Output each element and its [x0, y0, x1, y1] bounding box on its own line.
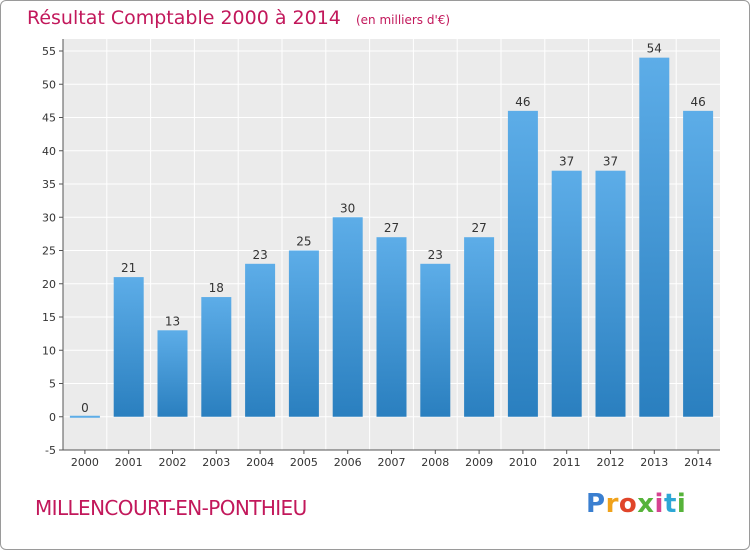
- x-tick-label: 2008: [421, 456, 449, 469]
- axes: -5 0 5 10 15 20 25 30 35 40 45 50 55 2000 2001 2002 2003…: [42, 39, 720, 469]
- data-label-2014: 46: [690, 95, 705, 109]
- y-tick-label: 0: [49, 411, 56, 424]
- x-tick-label: 2009: [465, 456, 493, 469]
- bars: [69, 57, 714, 418]
- data-label-2011: 37: [559, 155, 574, 169]
- bar-2007[interactable]: [376, 237, 407, 417]
- proxiti-logo[interactable]: Proxiti: [586, 489, 687, 519]
- y-tick-label: 55: [42, 45, 56, 58]
- data-label-2004: 23: [252, 248, 267, 262]
- x-tick-label: 2014: [684, 456, 712, 469]
- data-label-2001: 21: [121, 261, 136, 275]
- bar-2010[interactable]: [507, 110, 538, 417]
- x-tick-label: 2003: [202, 456, 230, 469]
- data-label-2009: 27: [471, 221, 486, 235]
- data-label-2008: 23: [428, 248, 443, 262]
- x-tick-label: 2004: [246, 456, 274, 469]
- x-tick-label: 2012: [597, 456, 625, 469]
- data-label-2010: 46: [515, 95, 530, 109]
- data-label-2006: 30: [340, 201, 355, 215]
- bar-2006[interactable]: [332, 217, 363, 417]
- x-tick-label: 2001: [115, 456, 143, 469]
- chart-title: Résultat Comptable 2000 à 2014: [27, 7, 341, 29]
- bar-2003[interactable]: [201, 297, 232, 417]
- data-label-2002: 13: [165, 314, 180, 328]
- title-row: Résultat Comptable 2000 à 2014 (en milli…: [27, 7, 450, 29]
- x-tick-label: 2006: [334, 456, 362, 469]
- commune-name: MILLENCOURT-EN-PONTHIEU: [35, 496, 307, 520]
- y-tick-label: 30: [42, 211, 56, 224]
- y-tick-label: 35: [42, 178, 56, 191]
- bar-2012[interactable]: [595, 170, 626, 417]
- y-tick-label: 40: [42, 145, 56, 158]
- data-label-2003: 18: [209, 281, 224, 295]
- data-label-2005: 25: [296, 235, 311, 249]
- x-tick-label: 2007: [378, 456, 406, 469]
- bar-2011[interactable]: [551, 170, 582, 417]
- bar-2008[interactable]: [420, 263, 451, 417]
- bar-2004[interactable]: [245, 263, 276, 417]
- x-tick-label: 2005: [290, 456, 318, 469]
- data-label-2012: 37: [603, 155, 618, 169]
- bar-2009[interactable]: [464, 237, 495, 417]
- bar-2005[interactable]: [288, 250, 319, 417]
- data-label-2007: 27: [384, 221, 399, 235]
- bar-2014[interactable]: [683, 110, 714, 417]
- y-tick-label: 10: [42, 344, 56, 357]
- y-tick-label: 20: [42, 278, 56, 291]
- data-label-2000: 0: [81, 401, 89, 415]
- x-tick-label: 2010: [509, 456, 537, 469]
- y-tick-label: -5: [45, 444, 56, 457]
- data-labels: 0 21 13 18 23 25 30 27 23 27 46 37 37 54 46: [81, 42, 706, 415]
- bar-2001[interactable]: [113, 277, 144, 417]
- x-tick-label: 2013: [640, 456, 668, 469]
- x-tick-label: 2000: [71, 456, 99, 469]
- y-tick-label: 45: [42, 112, 56, 125]
- y-tick-label: 5: [49, 378, 56, 391]
- data-label-2013: 54: [647, 42, 662, 56]
- x-tick-label: 2011: [553, 456, 581, 469]
- chart-unit: (en milliers d'€): [355, 13, 451, 27]
- bar-2002[interactable]: [157, 330, 188, 417]
- bar-2013[interactable]: [639, 57, 670, 417]
- x-tick-label: 2002: [159, 456, 187, 469]
- y-tick-label: 15: [42, 311, 56, 324]
- y-tick-label: 50: [42, 78, 56, 91]
- y-tick-label: 25: [42, 245, 56, 258]
